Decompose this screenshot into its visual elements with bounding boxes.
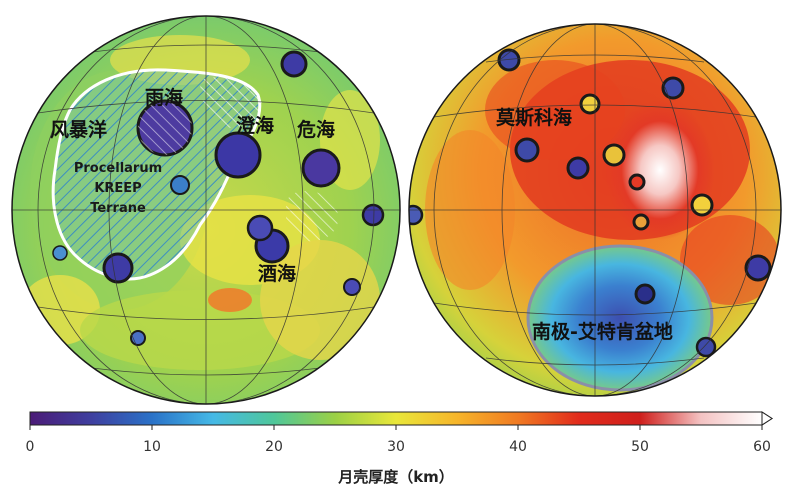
serenitatis-basin <box>214 131 262 179</box>
colorbar-tick-label: 20 <box>265 439 283 455</box>
colorbar-tick-label: 10 <box>143 439 161 455</box>
spa-basin <box>526 244 714 392</box>
label-serenitatis: 澄海 <box>236 114 274 137</box>
colorbar-tick-label: 50 <box>631 439 649 455</box>
pkt-region <box>51 68 262 281</box>
colorbar: 0 10 20 30 40 50 60 月壳厚度（km） <box>26 411 773 486</box>
label-pkt-line1: Procellarum <box>74 161 162 176</box>
colorbar-tick-label: 30 <box>387 439 405 455</box>
label-nectaris: 酒海 <box>258 262 296 285</box>
colorbar-title: 月壳厚度（km） <box>337 468 454 486</box>
colorbar-tick-label: 60 <box>753 439 771 455</box>
colorbar-extend-arrow <box>761 411 773 426</box>
colorbar-tick-label: 40 <box>509 439 527 455</box>
label-spa: 南极-艾特肯盆地 <box>532 320 673 343</box>
label-imbrium: 雨海 <box>145 86 183 109</box>
label-oceanus: 风暴洋 <box>50 118 107 141</box>
label-moscoviense: 莫斯科海 <box>496 106 572 129</box>
crisium-basin <box>301 148 341 188</box>
label-pkt-line2: KREEP <box>94 181 141 196</box>
farside-map: 莫斯科海 南极-艾特肯盆地 <box>408 23 782 397</box>
colorbar-ticks: 0 10 20 30 40 50 60 <box>26 425 771 455</box>
colorbar-ramp <box>30 412 762 425</box>
colorbar-tick-label: 0 <box>26 439 35 455</box>
label-crisium: 危海 <box>297 118 335 141</box>
nearside-map: 雨海 风暴洋 澄海 危海 酒海 Procellarum KREEP Terran… <box>11 15 401 405</box>
label-pkt-line3: Terrane <box>90 201 146 216</box>
